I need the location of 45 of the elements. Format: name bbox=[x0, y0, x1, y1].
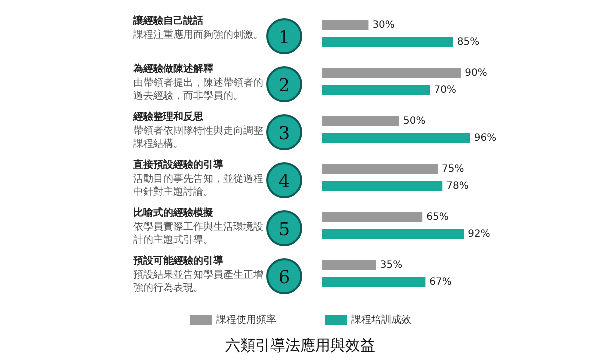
bar bbox=[322, 134, 470, 144]
text: 活動目的事先告知，並從過程中針對主題討論。 bbox=[134, 173, 264, 198]
data-label: 65% bbox=[426, 212, 449, 223]
text: 依學員實際工作與生活環境設計的主題式引導。 bbox=[134, 221, 264, 246]
bar bbox=[322, 212, 423, 222]
data-label: 70% bbox=[434, 85, 457, 96]
bar bbox=[322, 230, 464, 240]
legend-label: 課程培訓成效 bbox=[352, 314, 412, 326]
y-tick-label: 預設可能經驗的引導 bbox=[132, 255, 224, 267]
text: 由帶領者提出，陳述帶領者的過去經驗，而非學員的。 bbox=[134, 77, 264, 102]
bar bbox=[322, 278, 426, 288]
text: 1 bbox=[278, 28, 290, 48]
text: 帶領者依團隊特性與走向調整課程結構。 bbox=[134, 125, 264, 150]
y-tick-label: 讓經驗自己說話 bbox=[132, 15, 204, 27]
data-label: 30% bbox=[372, 20, 395, 31]
bar bbox=[322, 164, 438, 174]
text: 4 bbox=[278, 172, 290, 192]
data-label: 67% bbox=[430, 277, 452, 288]
bar bbox=[322, 116, 400, 126]
bar bbox=[322, 20, 369, 30]
text: 課程注重應用面夠強的刺激。 bbox=[134, 29, 264, 41]
text: 預設結果並告知學員產生正增強的行為表現。 bbox=[134, 269, 264, 294]
data-label: 92% bbox=[468, 229, 490, 240]
data-label: 35% bbox=[380, 260, 403, 271]
data-label: 90% bbox=[465, 68, 488, 79]
text: 5 bbox=[278, 220, 290, 240]
y-tick-label: 比喻式的經驗模擬 bbox=[134, 207, 214, 219]
bar bbox=[322, 182, 443, 192]
text: 六類引導法應用與效益 bbox=[226, 336, 376, 354]
data-label: 75% bbox=[442, 164, 464, 175]
text: 6 bbox=[278, 268, 290, 288]
y-tick-label: 直接預設經驗的引導 bbox=[132, 159, 224, 171]
text: 2 bbox=[278, 76, 290, 96]
data-label: 96% bbox=[474, 133, 497, 144]
y-tick-label: 經驗整理和反思 bbox=[132, 111, 204, 123]
bar bbox=[322, 38, 454, 48]
data-label: 85% bbox=[457, 37, 480, 48]
bar bbox=[322, 86, 430, 96]
bar bbox=[322, 260, 376, 270]
legend-label: 課程使用頻率 bbox=[216, 314, 276, 326]
data-label: 78% bbox=[446, 181, 469, 192]
text: 3 bbox=[278, 124, 290, 144]
data-label: 50% bbox=[404, 116, 426, 127]
y-tick-label: 為經驗做陳述解釋 bbox=[132, 63, 214, 75]
bar bbox=[322, 68, 462, 78]
